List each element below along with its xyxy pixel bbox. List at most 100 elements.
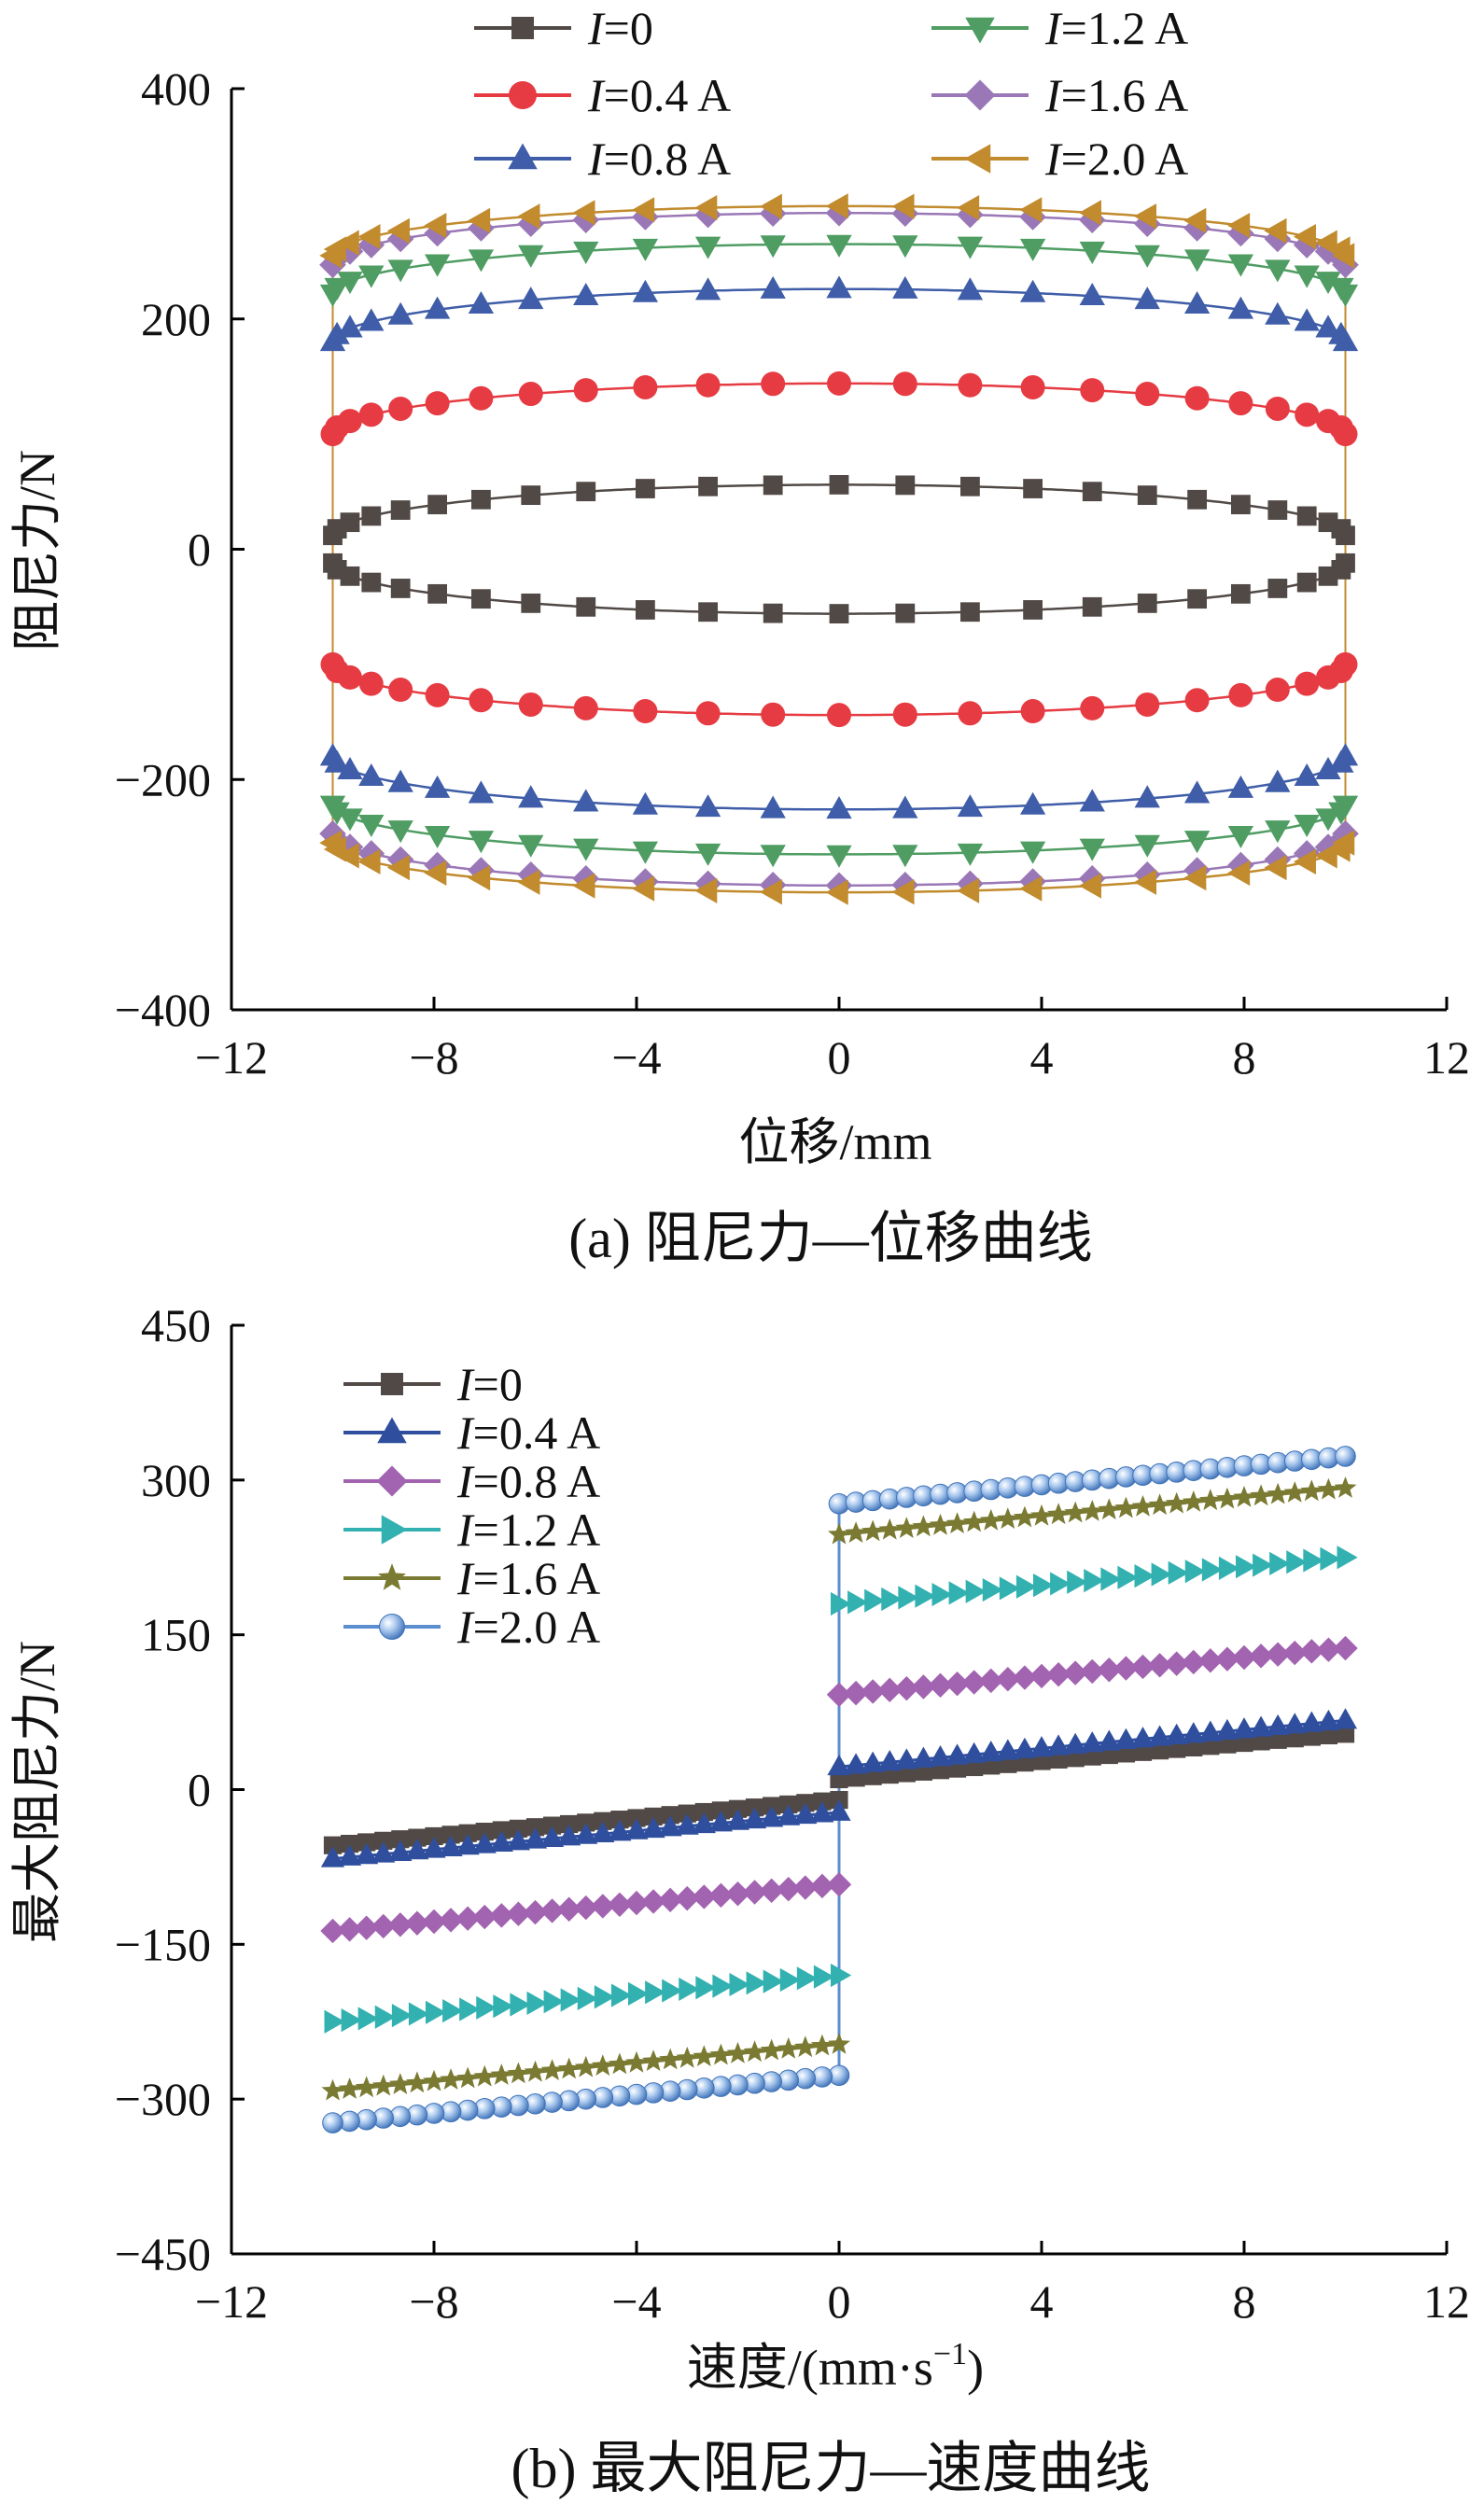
series-b-3-point bbox=[1269, 1551, 1291, 1575]
series-b-0-point bbox=[441, 1826, 460, 1844]
chart-b-xlabel: 速度/(mm·s−1) bbox=[687, 2337, 984, 2396]
series-a-0-point bbox=[1230, 495, 1251, 515]
series-b-0-point bbox=[1235, 1733, 1253, 1753]
series-b-2-point bbox=[354, 1915, 379, 1940]
legend-b-5-marker bbox=[379, 1614, 405, 1640]
series-b-3-point bbox=[1201, 1558, 1224, 1582]
series-b-1-point bbox=[371, 1841, 396, 1863]
legend-a-5-label: I=2.0 A bbox=[1044, 133, 1188, 185]
series-a-0-point bbox=[1187, 589, 1208, 609]
series-a-2-point bbox=[1294, 762, 1320, 787]
series-b-3-point bbox=[982, 1577, 1003, 1602]
series-b-3-point bbox=[1134, 1564, 1155, 1588]
y-tick-label: 300 bbox=[141, 1454, 211, 1506]
series-b-4-point bbox=[962, 1510, 986, 1532]
y-tick-label: 400 bbox=[141, 63, 211, 115]
series-a-5-point bbox=[517, 203, 540, 230]
series-b-3-point bbox=[526, 1991, 548, 2015]
chart-b-legend: I=0I=0.4 AI=0.8 AI=1.2 AI=1.6 AI=2.0 A bbox=[343, 1358, 600, 1653]
series-a-3-point bbox=[632, 238, 659, 261]
series-a-2-point bbox=[424, 296, 451, 319]
series-a-0-point bbox=[1082, 482, 1102, 502]
series-a-1-point bbox=[1080, 695, 1105, 720]
series-a-3-point bbox=[358, 265, 385, 288]
series-b-0-point bbox=[830, 1790, 848, 1810]
series-b-3-point bbox=[931, 1582, 953, 1607]
series-a-3-point bbox=[1134, 834, 1160, 858]
series-b-1-point bbox=[827, 1754, 851, 1776]
series-b-0-point bbox=[745, 1798, 764, 1817]
series-b-1-point bbox=[422, 1837, 446, 1858]
series-a-1-point bbox=[633, 374, 658, 399]
series-a-2-point bbox=[1019, 279, 1046, 302]
series-b-4-point bbox=[1131, 1495, 1155, 1517]
series-a-3-point bbox=[1315, 808, 1341, 832]
series-a-1-point bbox=[761, 702, 786, 727]
series-b-0-point bbox=[1099, 1745, 1118, 1765]
series-a-1-point bbox=[1333, 422, 1358, 447]
series-b-2-point bbox=[337, 1917, 362, 1942]
series-b-3-point bbox=[476, 1995, 497, 2020]
series-b-4-point bbox=[1047, 1503, 1071, 1525]
series-a-2-point bbox=[632, 791, 659, 815]
series-b-1-point bbox=[793, 1802, 818, 1825]
series-b-3-point bbox=[510, 1993, 531, 2017]
series-b-0-point bbox=[1150, 1742, 1169, 1760]
series-a-0-point bbox=[1137, 485, 1157, 506]
series-b-4-point bbox=[1317, 1477, 1340, 1500]
series-a-0-point bbox=[1187, 489, 1208, 510]
series-b-2-point bbox=[978, 1668, 1003, 1694]
series-a-5-point bbox=[1332, 830, 1355, 856]
series-a-2-point bbox=[324, 321, 350, 344]
legend-a-1-marker bbox=[509, 81, 537, 109]
series-a-3-point bbox=[1019, 841, 1046, 864]
y-tick-label: 150 bbox=[141, 1609, 211, 1661]
series-b-1-point bbox=[539, 1826, 565, 1848]
series-a-1-point bbox=[1295, 671, 1320, 696]
series-a-1-point bbox=[1135, 382, 1160, 407]
series-b-4-point bbox=[1081, 1500, 1104, 1521]
series-b-1-point bbox=[355, 1843, 379, 1865]
series-b-1-point bbox=[1147, 1725, 1172, 1746]
series-a-2-point bbox=[760, 275, 786, 299]
series-b-4-point bbox=[1114, 1496, 1138, 1518]
legend-a-5-marker bbox=[964, 144, 991, 174]
series-b-1-point bbox=[1282, 1713, 1307, 1734]
series-a-1-point bbox=[518, 692, 543, 717]
y-tick-label: −200 bbox=[115, 753, 211, 805]
series-b-0-point bbox=[1218, 1735, 1237, 1754]
series-b-4-point bbox=[979, 1508, 1002, 1531]
series-a-0-point bbox=[895, 475, 916, 496]
series-b-4-point bbox=[1198, 1489, 1222, 1511]
series-b-2-point bbox=[1248, 1644, 1274, 1669]
series-b-4-point bbox=[574, 2055, 597, 2077]
legend-a-3-label: I=1.2 A bbox=[1044, 2, 1188, 54]
series-b-3-point bbox=[746, 1971, 767, 1995]
series-b-3-point bbox=[796, 1966, 819, 1991]
series-b-1-point bbox=[337, 1844, 362, 1866]
series-b-4-point bbox=[625, 2050, 648, 2073]
series-b-0-point bbox=[594, 1812, 612, 1830]
series-b-3-point bbox=[357, 2007, 379, 2031]
series-a-5-point bbox=[336, 843, 359, 869]
series-b-2-point bbox=[725, 1881, 750, 1907]
series-b-0-point bbox=[813, 1792, 832, 1811]
series-b-2-point bbox=[675, 1885, 700, 1911]
series-a-0-point bbox=[1336, 553, 1355, 573]
series-b-3-point bbox=[324, 2009, 345, 2034]
series-a-2-point bbox=[337, 756, 363, 780]
series-b-0-point bbox=[425, 1826, 443, 1846]
series-a-3-point bbox=[892, 235, 918, 259]
series-a-1-point bbox=[388, 396, 413, 421]
series-b-2-point bbox=[860, 1679, 886, 1704]
series-b-0-point bbox=[340, 1834, 359, 1854]
series-b-3-point bbox=[374, 2005, 396, 2029]
series-a-5-point bbox=[825, 879, 848, 905]
series-b-1-point bbox=[844, 1753, 868, 1774]
series-a-5-point bbox=[386, 217, 410, 245]
series-a-2-point bbox=[518, 287, 544, 310]
series-b-1-point bbox=[1232, 1717, 1256, 1739]
x-tick-label: 4 bbox=[1030, 2275, 1054, 2328]
series-b-1-point bbox=[523, 1827, 548, 1849]
series-b-0-point bbox=[458, 1824, 477, 1842]
